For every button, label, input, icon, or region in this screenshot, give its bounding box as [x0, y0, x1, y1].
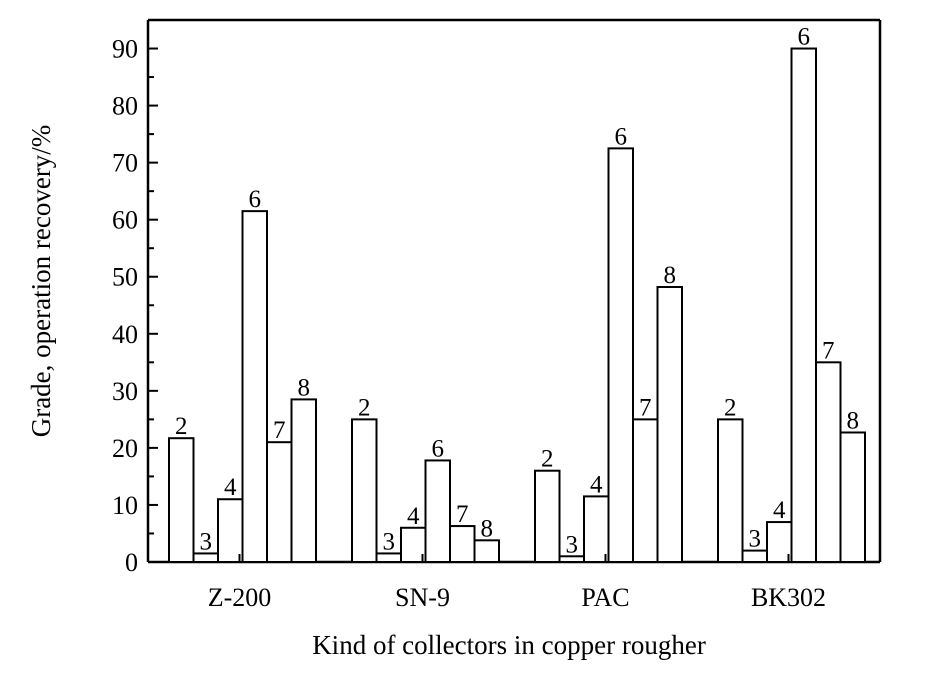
bar-data-label: 7 [456, 501, 469, 528]
bar-data-label: 2 [724, 394, 737, 421]
bar-data-label: 4 [224, 474, 237, 501]
x-tick-label: SN-9 [395, 583, 450, 612]
bar-data-label: 3 [200, 528, 213, 555]
y-tick-label: 60 [112, 206, 138, 235]
bar-data-label: 7 [822, 337, 835, 364]
bar-data-label: 6 [798, 24, 811, 51]
bar-sn9-series-2 [351, 418, 378, 563]
bar-data-label: 7 [273, 417, 286, 444]
bar-data-label: 8 [664, 262, 677, 289]
bar-data-label: 8 [481, 515, 494, 542]
y-tick-label: 30 [112, 377, 138, 406]
bar-z200-series-8 [290, 398, 317, 563]
bar-data-label: 4 [407, 503, 420, 530]
x-tick-label: BK302 [751, 583, 826, 612]
bar-z200-series-6 [241, 210, 268, 563]
bar-pac-series-6 [607, 147, 634, 564]
y-tick-label: 10 [112, 491, 138, 520]
bar-data-label: 8 [298, 374, 311, 401]
bar-data-label: 3 [383, 528, 396, 555]
bar-pac-series-8 [656, 286, 683, 563]
bar-data-label: 6 [615, 123, 628, 150]
bar-data-label: 4 [590, 471, 603, 498]
bar-sn9-series-7 [449, 525, 476, 563]
y-tick-label: 20 [112, 434, 138, 463]
x-axis-title: Kind of collectors in copper rougher [312, 630, 706, 660]
bar-pac-series-2 [534, 469, 561, 563]
y-tick-label: 70 [112, 149, 138, 178]
bar-data-label: 6 [249, 186, 262, 213]
bar-data-label: 3 [749, 526, 762, 553]
x-tick-label: PAC [581, 583, 629, 612]
bar-data-label: 2 [358, 394, 371, 421]
bar-bk302-series-6 [790, 47, 817, 564]
y-tick-label: 50 [112, 263, 138, 292]
bars [168, 47, 866, 564]
bar-data-label: 7 [639, 394, 652, 421]
x-axis-ticks: Z-200 SN-9 PAC BK302 [208, 554, 826, 612]
bar-z200-series-4 [217, 498, 244, 563]
bar-bk302-series-4 [766, 521, 793, 564]
y-tick-label: 40 [112, 320, 138, 349]
bar-bk302-series-7 [815, 361, 842, 563]
bar-data-label: 6 [432, 435, 445, 462]
y-axis-title: Grade, operation recovery/% [26, 125, 56, 438]
x-tick-label: Z-200 [208, 583, 272, 612]
y-tick-label: 0 [125, 548, 138, 577]
bar-sn9-series-4 [400, 526, 427, 564]
bar-data-label: 2 [175, 413, 188, 440]
bar-sn9-series-8 [473, 539, 500, 564]
bar-data-label: 2 [541, 446, 554, 473]
y-tick-label: 90 [112, 35, 138, 64]
y-axis-ticks: 0 10 20 30 40 50 60 70 80 90 [112, 19, 158, 577]
bar-data-label: 4 [773, 497, 786, 524]
bar-data-label: 3 [566, 531, 579, 558]
bar-pac-series-7 [632, 418, 659, 563]
y-tick-label: 80 [112, 92, 138, 121]
bar-data-label: 8 [847, 407, 860, 434]
bar-z200-series-7 [266, 441, 293, 564]
bar-bk302-series-8 [839, 431, 866, 564]
bar-bk302-series-2 [717, 418, 744, 563]
bar-pac-series-4 [583, 495, 610, 563]
bar-z200-series-2 [168, 437, 195, 564]
bar-sn9-series-6 [424, 459, 451, 563]
